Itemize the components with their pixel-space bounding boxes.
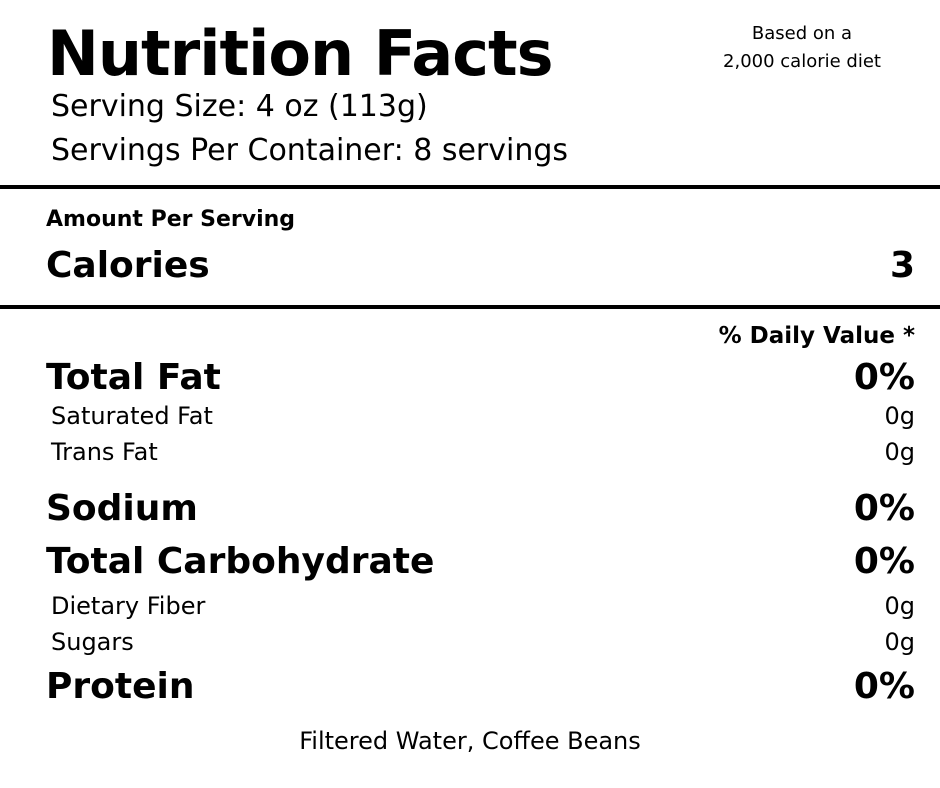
dietary-fiber-value: 0g xyxy=(884,592,915,620)
ingredients-text: Filtered Water, Coffee Beans xyxy=(299,727,641,755)
total-fat-value: 0% xyxy=(853,357,915,398)
trans-fat-label: Trans Fat xyxy=(51,438,158,466)
protein-label: Protein xyxy=(46,666,195,707)
daily-value-header: % Daily Value * xyxy=(718,323,915,349)
sugars-label: Sugars xyxy=(51,628,134,656)
total-carbohydrate-label: Total Carbohydrate xyxy=(46,541,435,582)
total-carbohydrate-value: 0% xyxy=(853,541,915,582)
servings-per-container: Servings Per Container: 8 servings xyxy=(51,133,569,168)
divider-calories xyxy=(0,305,940,309)
dietary-fiber-label: Dietary Fiber xyxy=(51,592,206,620)
serving-size: Serving Size: 4 oz (113g) xyxy=(51,89,428,124)
calories-value: 3 xyxy=(889,245,915,286)
amount-per-serving-label: Amount Per Serving xyxy=(46,207,296,232)
diet-note-line1: Based on a xyxy=(751,23,853,44)
calories-label: Calories xyxy=(46,245,210,286)
sugars-value: 0g xyxy=(884,628,915,656)
total-fat-label: Total Fat xyxy=(46,357,221,398)
saturated-fat-value: 0g xyxy=(884,402,915,430)
diet-note: Based on a 2,000 calorie diet xyxy=(702,20,902,76)
label-title: Nutrition Facts xyxy=(47,17,554,90)
saturated-fat-label: Saturated Fat xyxy=(51,402,213,430)
divider-top xyxy=(0,185,940,189)
trans-fat-value: 0g xyxy=(884,438,915,466)
protein-value: 0% xyxy=(853,666,915,707)
diet-note-line2: 2,000 calorie diet xyxy=(723,51,881,72)
sodium-label: Sodium xyxy=(46,488,198,529)
sodium-value: 0% xyxy=(853,488,915,529)
